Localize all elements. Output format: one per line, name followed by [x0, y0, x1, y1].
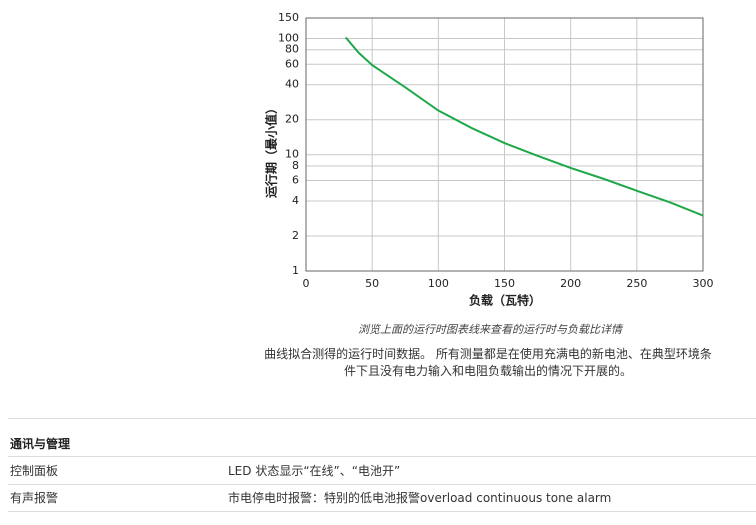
y-tick-label: 6 [292, 174, 299, 187]
row-label: 有声报警 [10, 491, 59, 505]
x-axis-label: 负载（瓦特） [469, 293, 541, 308]
divider [8, 456, 756, 457]
y-axis-label: 运行期（最小值） [264, 102, 279, 198]
x-tick-label: 150 [494, 277, 515, 290]
divider [8, 511, 756, 512]
row-value: LED 状态显示“在线”、“电池开” [228, 464, 401, 478]
x-tick-label: 50 [365, 277, 379, 290]
description: 曲线拟合测得的运行时间数据。 所有测量都是在使用充满电的新电池、在典型环境条件下… [264, 347, 712, 378]
row-label: 控制面板 [10, 464, 59, 478]
y-tick-label: 60 [285, 57, 299, 70]
x-tick-label: 200 [560, 277, 581, 290]
y-tick-label: 1 [292, 264, 299, 277]
y-tick-label: 100 [278, 31, 299, 44]
y-tick-label: 40 [285, 78, 299, 91]
y-tick-label: 10 [285, 148, 299, 161]
y-tick-label: 2 [292, 229, 299, 242]
y-tick-label: 80 [285, 43, 299, 56]
y-tick-label: 150 [278, 11, 299, 24]
x-tick-label: 0 [303, 277, 310, 290]
row-value: 市电停电时报警：特别的低电池报警overload continuous tone… [228, 491, 612, 505]
divider [8, 484, 756, 485]
y-tick-label: 4 [292, 194, 299, 207]
x-tick-label: 250 [626, 277, 647, 290]
x-tick-label: 100 [428, 277, 449, 290]
x-tick-label: 300 [693, 277, 714, 290]
divider [8, 418, 756, 419]
caption: 浏览上面的运行时图表线来查看的运行时与负载比详情 [358, 323, 622, 336]
line [344, 36, 704, 217]
y-tick-label: 20 [285, 113, 299, 126]
section-title: 通讯与管理 [10, 437, 71, 451]
y-tick-label: 8 [292, 159, 299, 172]
plot-frame [305, 17, 704, 272]
